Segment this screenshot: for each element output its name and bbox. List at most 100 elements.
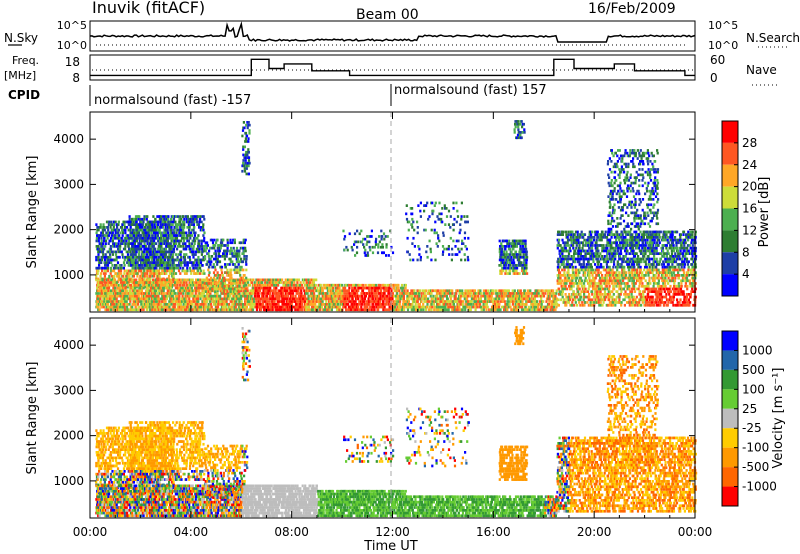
heatmap-cell xyxy=(175,253,178,256)
heatmap-cell xyxy=(193,226,196,229)
heatmap-cell xyxy=(135,305,138,309)
heatmap-cell xyxy=(372,305,376,309)
heatmap-cell xyxy=(199,272,202,275)
heatmap-cell xyxy=(168,303,171,306)
heatmap-cell xyxy=(130,234,133,237)
heatmap-cell xyxy=(298,308,301,312)
heatmap-cell xyxy=(117,266,120,270)
heatmap-cell xyxy=(162,305,165,309)
heatmap-cell xyxy=(119,308,122,312)
nave-label: Nave xyxy=(746,63,777,77)
heatmap-cell xyxy=(162,226,165,229)
heatmap-cell xyxy=(393,300,397,303)
heatmap-cell xyxy=(290,292,293,295)
heatmap-cell xyxy=(121,223,124,226)
heatmap-cell xyxy=(223,282,227,285)
heatmap-cell xyxy=(161,294,164,298)
heatmap-cell xyxy=(264,281,267,284)
heatmap-cell xyxy=(265,300,268,303)
heatmap-cell xyxy=(223,308,226,312)
heatmap-cell xyxy=(275,286,278,290)
heatmap-cell xyxy=(186,245,189,248)
heatmap-cell xyxy=(126,285,129,289)
cpid-segment-1: normalsound (fast) -157 xyxy=(94,93,251,108)
heatmap-cell xyxy=(182,228,185,232)
heatmap-cell xyxy=(174,278,177,282)
heatmap-cell xyxy=(140,300,143,303)
heatmap-cell xyxy=(443,303,446,306)
heatmap-cell xyxy=(103,247,106,251)
heatmap-cell xyxy=(202,215,205,218)
heatmap-cell xyxy=(305,305,308,309)
heatmap-cell xyxy=(121,281,125,284)
heatmap-cell xyxy=(426,303,429,306)
heatmap-cell xyxy=(224,263,227,266)
heatmap-cell xyxy=(110,220,113,224)
heatmap-cell xyxy=(178,305,181,309)
heatmap-cell xyxy=(166,286,169,290)
heatmap-cell xyxy=(141,264,144,267)
heatmap-cell xyxy=(203,282,206,285)
heatmap-cell xyxy=(250,305,254,309)
heatmap-cell xyxy=(182,245,185,248)
heatmap-cell xyxy=(192,269,195,273)
heatmap-cell xyxy=(483,292,486,295)
heatmap-cell xyxy=(185,278,188,282)
heatmap-cell xyxy=(104,245,107,248)
heatmap-cell xyxy=(422,308,425,312)
heatmap-cell xyxy=(104,272,107,275)
heatmap-cell xyxy=(119,294,122,298)
heatmap-cell xyxy=(128,303,131,306)
heatmap-cell xyxy=(487,289,490,293)
heatmap-cell xyxy=(109,226,112,229)
heatmap-cell xyxy=(130,278,133,282)
heatmap-cell xyxy=(172,261,175,264)
heatmap-cell xyxy=(502,297,505,301)
heatmap-cell xyxy=(301,283,304,287)
heatmap-cell xyxy=(144,239,147,243)
heatmap-cell xyxy=(169,217,172,221)
heatmap-cell xyxy=(170,283,173,287)
heatmap-cell xyxy=(201,281,204,284)
heatmap-cell xyxy=(198,247,201,251)
heatmap-cell xyxy=(250,281,254,284)
heatmap-cell xyxy=(136,236,139,240)
heatmap-cell xyxy=(400,294,403,298)
heatmap-cell xyxy=(172,253,175,256)
heatmap-cell xyxy=(143,250,146,254)
heatmap-cell xyxy=(259,300,262,303)
heatmap-cell xyxy=(155,283,158,287)
heatmap-cell xyxy=(156,300,159,303)
heatmap-cell xyxy=(185,272,188,275)
heatmap-cell xyxy=(158,226,162,229)
heatmap-cell xyxy=(178,278,181,282)
heatmap-cell xyxy=(135,234,138,237)
heatmap-cell xyxy=(136,272,139,275)
heatmap-cell xyxy=(160,281,163,284)
heatmap-cell xyxy=(302,281,305,284)
heatmap-cell xyxy=(180,278,183,282)
heatmap-cell xyxy=(134,289,137,293)
heatmap-cell xyxy=(163,308,166,312)
heatmap-cell xyxy=(369,294,372,298)
heatmap-cell xyxy=(441,294,444,298)
heatmap-cell xyxy=(188,303,191,306)
heatmap-cell xyxy=(99,274,102,278)
heatmap-cell xyxy=(113,236,116,240)
heatmap-cell xyxy=(132,297,135,301)
heatmap-cell xyxy=(459,297,462,301)
heatmap-cell xyxy=(160,223,163,226)
heatmap-cell xyxy=(272,289,275,293)
heatmap-cell xyxy=(190,234,193,237)
heatmap-cell xyxy=(127,245,130,248)
heatmap-cell xyxy=(117,286,120,290)
heatmap-cell xyxy=(139,217,142,221)
heatmap-cell xyxy=(145,261,148,264)
heatmap-cell xyxy=(208,260,211,264)
heatmap-cell xyxy=(245,260,248,264)
heatmap-cell xyxy=(141,253,144,256)
heatmap-cell xyxy=(381,297,384,301)
heatmap-cell xyxy=(469,308,472,312)
heatmap-cell xyxy=(148,305,151,309)
heatmap-cell xyxy=(146,239,149,243)
